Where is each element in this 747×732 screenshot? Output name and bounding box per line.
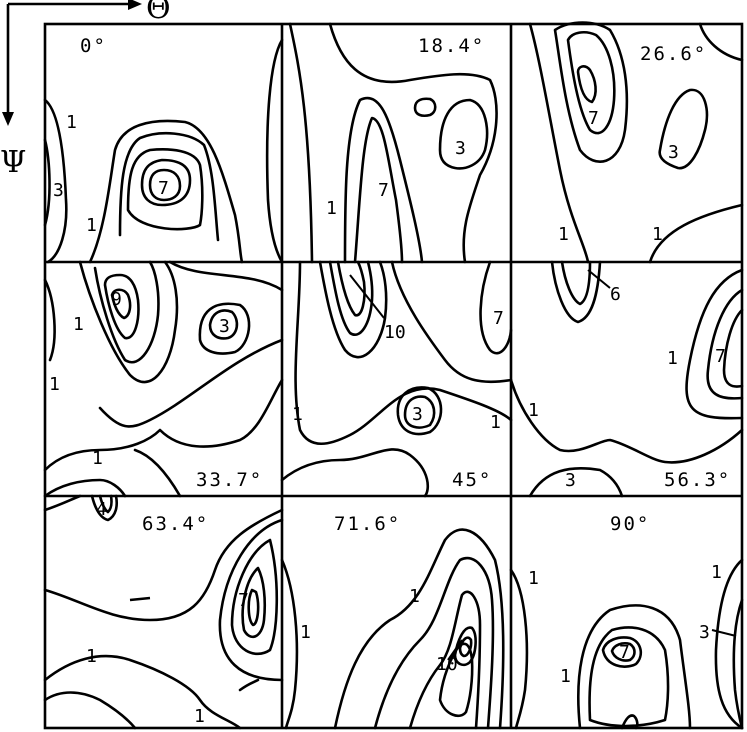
panel-90: 90° 1 1 3 7 1 bbox=[509, 513, 744, 730]
panel-90-contour-label-1c: 1 bbox=[560, 666, 571, 687]
panel-63-4-contour-label-7: 7 bbox=[238, 590, 249, 611]
panel-63-4-angle-label: 63.4° bbox=[142, 513, 209, 535]
panel-18-4: 18.4° 3 1 7 bbox=[288, 22, 498, 264]
panel-33-7-contour-label-3: 3 bbox=[219, 316, 230, 337]
panel-0-contour-label-7: 7 bbox=[158, 178, 169, 199]
panel-90-contour-label-7: 7 bbox=[619, 642, 630, 663]
panel-71-6-contour-label-1: 1 bbox=[300, 622, 311, 643]
panel-56-3-contour-label-1b: 1 bbox=[528, 400, 539, 421]
panel-90-angle-label: 90° bbox=[610, 513, 650, 535]
psi-symbol: Ψ bbox=[0, 145, 26, 180]
panel-45-angle-label: 45° bbox=[452, 469, 492, 491]
panel-18-4-contour-label-1: 1 bbox=[326, 198, 337, 219]
panel-56-3-contour-label-3: 3 bbox=[565, 470, 576, 491]
panel-56-3-contour-label-7: 7 bbox=[715, 346, 726, 367]
panel-0-contour-label-1b: 1 bbox=[86, 215, 97, 236]
panel-26-6: 26.6° 7 3 1 1 bbox=[528, 21, 744, 264]
panel-63-4: 63.4° 4 7 1 1 bbox=[43, 494, 284, 730]
panel-90-contour-label-1b: 1 bbox=[711, 562, 722, 583]
panel-0: 0° 1 3 1 7 bbox=[43, 35, 284, 264]
panel-0-contour-label-1: 1 bbox=[66, 112, 77, 133]
panel-56-3: 56.3° 6 7 1 1 3 bbox=[509, 260, 744, 498]
panel-90-contour-label-3: 3 bbox=[699, 622, 710, 643]
panel-71-6: 71.6° 1 1 10 bbox=[280, 513, 505, 730]
panel-26-6-angle-label: 26.6° bbox=[640, 43, 707, 65]
grid-frames bbox=[43, 22, 744, 730]
panel-90-contour-label-1: 1 bbox=[528, 568, 539, 589]
panel-33-7: 33.7° 9 1 3 1 1 bbox=[43, 260, 284, 498]
panel-45: 45° 10 7 3 1 1 bbox=[280, 260, 513, 498]
panel-45-contour-label-10: 10 bbox=[384, 322, 406, 343]
theta-symbol: Θ bbox=[146, 0, 171, 26]
panel-56-3-contour-label-1: 1 bbox=[667, 348, 678, 369]
panel-0-contour-label-3: 3 bbox=[53, 180, 64, 201]
panel-63-4-contour-label-4: 4 bbox=[96, 499, 107, 520]
panel-18-4-angle-label: 18.4° bbox=[418, 35, 485, 57]
panel-33-7-contour-label-1c: 1 bbox=[92, 448, 103, 469]
panel-71-6-angle-label: 71.6° bbox=[334, 513, 401, 535]
panel-56-3-angle-label: 56.3° bbox=[664, 469, 731, 491]
panel-45-contour-label-1b: 1 bbox=[490, 412, 501, 433]
panel-33-7-contour-label-1: 1 bbox=[73, 314, 84, 335]
panel-56-3-contour-label-6: 6 bbox=[610, 284, 621, 305]
panel-18-4-contour-label-7: 7 bbox=[378, 180, 389, 201]
panel-33-7-angle-label: 33.7° bbox=[196, 469, 263, 491]
theta-axis-indicator: Θ bbox=[8, 0, 171, 26]
panel-26-6-contour-label-7: 7 bbox=[588, 108, 599, 129]
panel-26-6-contour-label-3: 3 bbox=[668, 142, 679, 163]
panel-33-7-contour-label-1b: 1 bbox=[49, 374, 60, 395]
panel-45-contour-label-1: 1 bbox=[292, 404, 303, 425]
panel-26-6-contour-label-1b: 1 bbox=[652, 224, 663, 245]
panel-63-4-contour-label-1b: 1 bbox=[194, 706, 205, 727]
panel-33-7-contour-label-9: 9 bbox=[111, 289, 122, 310]
panel-71-6-contour-label-10: 10 bbox=[436, 654, 458, 675]
panel-45-contour-label-3: 3 bbox=[412, 404, 423, 425]
panel-45-contour-label-7: 7 bbox=[493, 308, 504, 329]
panel-63-4-contour-label-1: 1 bbox=[86, 646, 97, 667]
panel-18-4-contour-label-3: 3 bbox=[455, 138, 466, 159]
psi-axis-indicator: Ψ bbox=[0, 4, 26, 180]
panel-26-6-contour-label-1: 1 bbox=[558, 224, 569, 245]
panel-71-6-contour-label-1b: 1 bbox=[409, 586, 420, 607]
panel-0-angle-label: 0° bbox=[80, 35, 107, 57]
